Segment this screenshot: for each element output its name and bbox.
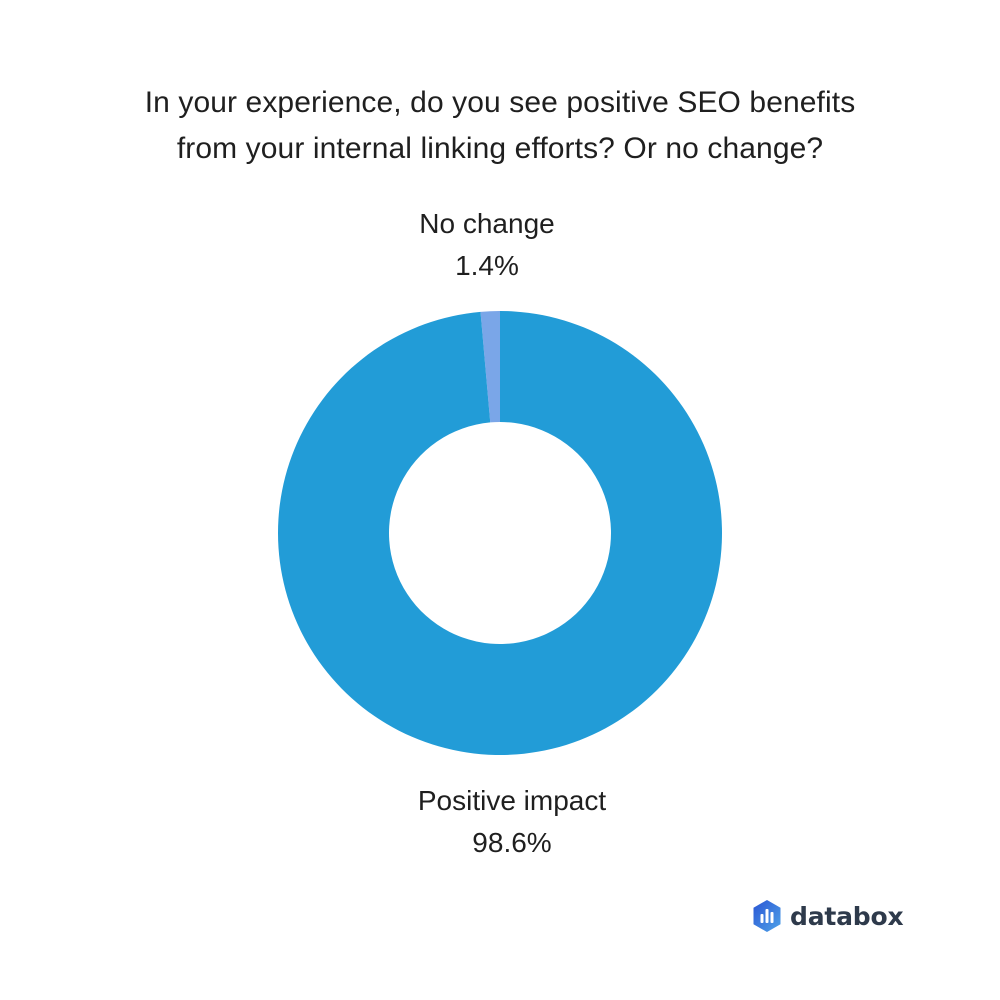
databox-logo-icon xyxy=(753,900,781,932)
label-positive-impact-value: 98.6% xyxy=(472,827,552,858)
chart-title: In your experience, do you see positive … xyxy=(0,80,1000,172)
label-positive-impact: Positive impact 98.6% xyxy=(312,780,712,864)
databox-logo: databox xyxy=(752,896,904,936)
chart-title-line-2: from your internal linking efforts? Or n… xyxy=(176,132,824,165)
label-no-change-value: 1.4% xyxy=(455,250,519,281)
databox-logo-text: databox xyxy=(790,901,904,931)
chart-title-line-1: In your experience, do you see positive … xyxy=(144,86,856,119)
label-no-change: No change 1.4% xyxy=(287,203,687,287)
slice-no-change xyxy=(480,311,500,423)
label-no-change-name: No change xyxy=(419,208,555,239)
slice-positive-impact xyxy=(277,311,722,756)
label-positive-impact-name: Positive impact xyxy=(417,785,607,816)
